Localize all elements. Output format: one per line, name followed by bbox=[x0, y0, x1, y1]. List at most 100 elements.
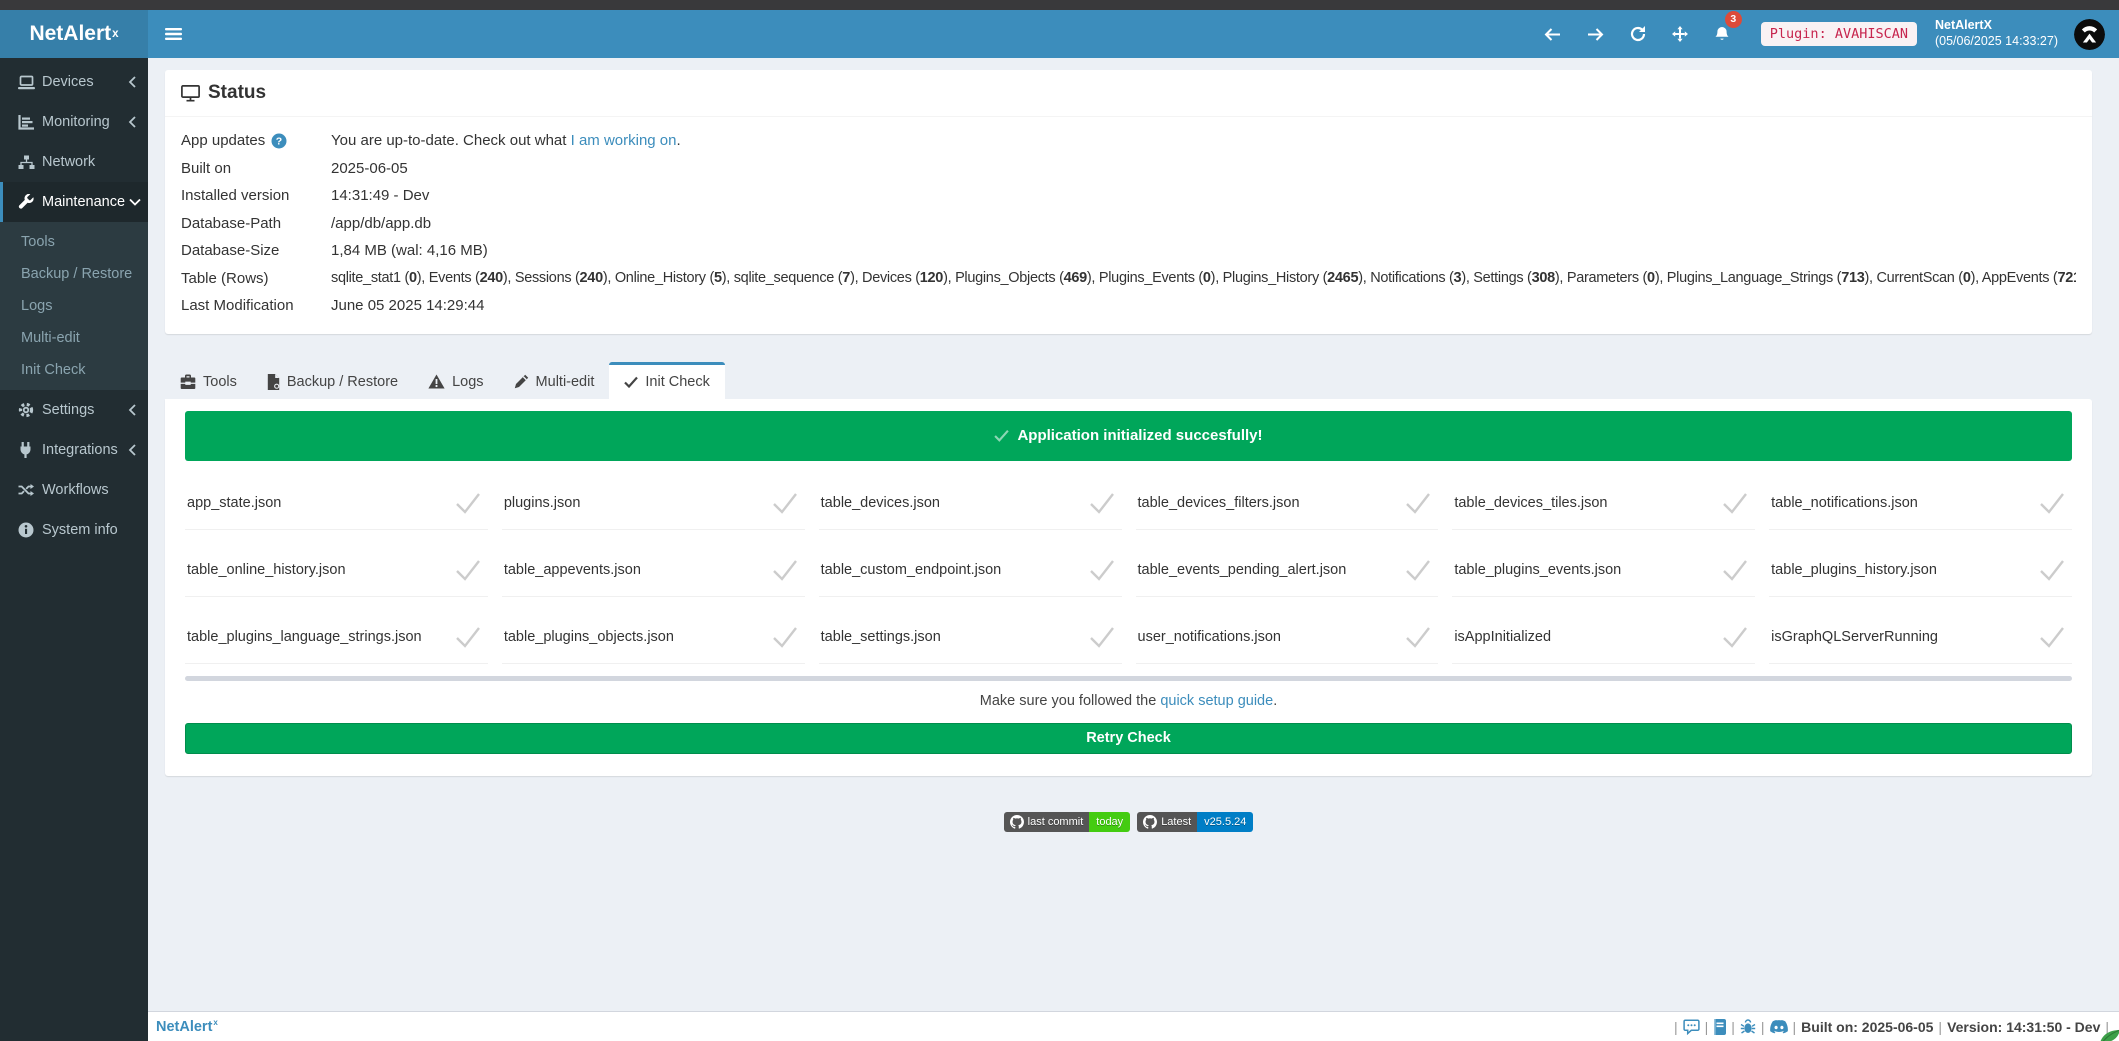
nav-back-button[interactable] bbox=[1536, 19, 1569, 50]
nav-refresh-button[interactable] bbox=[1622, 18, 1654, 50]
check-icon bbox=[772, 626, 797, 648]
tab-logs[interactable]: Logs bbox=[413, 362, 498, 399]
nav-forward-button[interactable] bbox=[1579, 19, 1612, 50]
github-icon bbox=[1143, 814, 1158, 829]
check-icon bbox=[1089, 626, 1114, 648]
window-titlebar bbox=[0, 0, 2119, 10]
setup-note: Make sure you followed the quick setup g… bbox=[979, 692, 1278, 709]
check-icon bbox=[772, 492, 797, 514]
sidebar-subitem[interactable]: Multi-edit bbox=[21, 330, 80, 346]
user-name: NetAlertX bbox=[1934, 18, 1992, 33]
sidebar-item-devices[interactable]: Devices bbox=[0, 62, 148, 102]
sidebar-item-network[interactable]: Network bbox=[0, 142, 148, 182]
book-icon bbox=[1714, 1018, 1727, 1035]
hamburger-icon bbox=[165, 28, 182, 40]
init-check-item: table_settings.json bbox=[818, 610, 1122, 664]
check-icon bbox=[455, 559, 480, 581]
github-icon bbox=[1009, 814, 1024, 829]
init-check-item: table_custom_endpoint.json bbox=[818, 543, 1122, 597]
check-icon bbox=[1723, 559, 1748, 581]
last-commit-badge[interactable]: last commit today bbox=[1003, 811, 1131, 832]
init-check-grid: app_state.json plugins.json table_device… bbox=[185, 476, 2072, 664]
svg-text:?: ? bbox=[276, 135, 282, 147]
toolbox-icon bbox=[180, 374, 196, 389]
sidebar-item-workflows[interactable]: Workflows bbox=[0, 470, 148, 510]
shuffle-icon bbox=[18, 484, 34, 496]
discord-icon bbox=[1769, 1019, 1788, 1033]
help-icon[interactable]: ? bbox=[271, 133, 287, 149]
discord-link[interactable] bbox=[1769, 1019, 1788, 1034]
sidebar-item-settings[interactable]: Settings bbox=[0, 390, 148, 430]
notifications-button[interactable]: 3 bbox=[1706, 10, 1742, 51]
main-header: NetAlert x 3 Plugin: AVAHISCAN bbox=[0, 10, 2119, 58]
sidebar-subitem[interactable]: Tools bbox=[21, 234, 55, 250]
maintenance-submenu: Tools Backup / Restore Logs Multi-edit I… bbox=[0, 222, 148, 390]
gear-icon bbox=[18, 402, 34, 418]
sidebar-item-system-info[interactable]: System info bbox=[0, 510, 148, 550]
latest-version-badge[interactable]: Latest v25.5.24 bbox=[1137, 811, 1254, 832]
chevron-left-icon bbox=[128, 116, 136, 128]
check-icon bbox=[2040, 492, 2064, 514]
github-badges: last commit today Latest v25.5.24 bbox=[165, 811, 2092, 832]
init-check-panel: Application initialized succesfully! app… bbox=[165, 398, 2092, 776]
app-logo[interactable]: NetAlert x bbox=[0, 10, 148, 58]
status-box: Status App updates ? You are up-to-date.… bbox=[165, 70, 2092, 334]
tab-init-check[interactable]: Init Check bbox=[609, 361, 725, 399]
feedback-comment-link[interactable] bbox=[1682, 1019, 1700, 1035]
chart-icon bbox=[18, 114, 34, 130]
sidebar-subitem[interactable]: Init Check bbox=[21, 362, 86, 378]
chevron-left-icon bbox=[128, 444, 136, 456]
chevron-left-icon bbox=[128, 404, 136, 416]
quick-setup-guide-link[interactable]: quick setup guide bbox=[1160, 692, 1274, 709]
info-circle-icon bbox=[18, 522, 34, 538]
check-icon bbox=[2040, 559, 2064, 581]
init-check-item: plugins.json bbox=[501, 476, 805, 530]
footer-brand-link[interactable]: NetAlertx bbox=[156, 1018, 218, 1035]
sidebar-subitem[interactable]: Backup / Restore bbox=[21, 266, 133, 282]
init-check-item: user_notifications.json bbox=[1135, 610, 1439, 664]
nav-move-button[interactable] bbox=[1664, 18, 1696, 50]
page-title: Status bbox=[208, 82, 267, 103]
user-avatar[interactable] bbox=[2074, 18, 2105, 50]
chevron-down-icon bbox=[129, 198, 141, 206]
working-on-link[interactable]: I am working on bbox=[570, 132, 677, 149]
bug-report-link[interactable] bbox=[1740, 1018, 1756, 1035]
status-row: Built on 2025-06-05 bbox=[181, 159, 408, 177]
user-info: NetAlertX (05/06/2025 14:33:27) bbox=[1935, 18, 2058, 49]
check-icon bbox=[1406, 559, 1431, 581]
pencil-icon bbox=[514, 374, 528, 389]
check-icon bbox=[772, 559, 797, 581]
init-check-item: app_state.json bbox=[185, 476, 488, 530]
init-check-item: isAppInitialized bbox=[1452, 610, 1756, 664]
init-check-item: table_plugins_language_strings.json bbox=[185, 610, 488, 664]
main-content: Status App updates ? You are up-to-date.… bbox=[148, 58, 2119, 1011]
tab-tools[interactable]: Tools bbox=[165, 362, 252, 399]
docs-book-link[interactable] bbox=[1713, 1018, 1727, 1035]
check-icon bbox=[1406, 492, 1431, 514]
footer-built-on: Built on: 2025-06-05 bbox=[1801, 1018, 1934, 1035]
status-row: App updates ? You are up-to-date. Check … bbox=[181, 132, 681, 149]
arrows-move-icon bbox=[1671, 26, 1688, 42]
init-check-item: table_events_pending_alert.json bbox=[1135, 543, 1439, 597]
init-check-item: table_appevents.json bbox=[501, 543, 805, 597]
init-success-banner: Application initialized succesfully! bbox=[185, 410, 2072, 461]
footer: NetAlertx | | | | | Built on: 2025-06-05… bbox=[148, 1011, 2119, 1041]
laptop-icon bbox=[18, 75, 35, 89]
init-check-item: table_devices_tiles.json bbox=[1452, 476, 1756, 530]
init-check-item: table_plugins_history.json bbox=[1769, 543, 2072, 597]
status-row: Last Modification June 05 2025 14:29:44 bbox=[181, 297, 485, 314]
sidebar-subitem[interactable]: Logs bbox=[21, 298, 53, 314]
refresh-icon bbox=[1630, 26, 1645, 42]
tab-multi-edit[interactable]: Multi-edit bbox=[499, 362, 610, 399]
tab-backup-restore[interactable]: Backup / Restore bbox=[252, 362, 413, 399]
sidebar-item-maintenance[interactable]: Maintenance bbox=[0, 182, 148, 222]
file-shield-icon bbox=[267, 373, 280, 390]
sidebar-item-monitoring[interactable]: Monitoring bbox=[0, 102, 148, 142]
init-check-item: table_devices.json bbox=[818, 476, 1122, 530]
sidebar-item-integrations[interactable]: Integrations bbox=[0, 430, 148, 470]
chevron-left-icon bbox=[128, 76, 136, 88]
sidebar: Devices Monitoring Network Maintenance T… bbox=[0, 58, 148, 1041]
sidebar-toggle-button[interactable] bbox=[148, 10, 199, 58]
retry-check-button[interactable]: Retry Check bbox=[185, 722, 2072, 754]
arrow-right-icon bbox=[1587, 27, 1604, 41]
